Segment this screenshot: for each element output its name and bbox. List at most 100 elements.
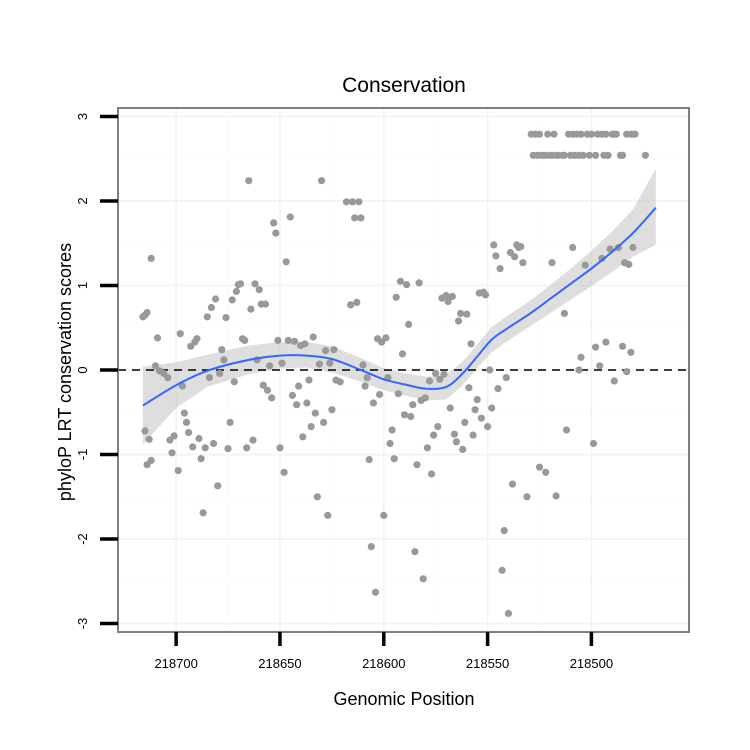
data-point [641, 151, 650, 159]
data-point [569, 243, 577, 252]
data-point [284, 336, 292, 344]
data-point [276, 444, 284, 452]
data-point [548, 259, 556, 267]
data-point [342, 198, 350, 206]
chart-title: Conservation [342, 74, 466, 97]
data-point [365, 456, 373, 464]
data-point [259, 381, 267, 389]
data-point [222, 314, 230, 322]
data-point [452, 438, 460, 446]
y-tick-label: -1 [75, 449, 90, 461]
data-point [315, 360, 323, 368]
data-point [185, 428, 193, 437]
data-point [388, 426, 396, 434]
data-point [631, 130, 639, 138]
y-tick-label: 2 [75, 197, 90, 204]
data-point [425, 377, 434, 385]
data-point [496, 265, 504, 273]
data-point [619, 151, 627, 159]
data-point [469, 431, 477, 439]
data-point [508, 480, 517, 488]
data-point [535, 130, 544, 138]
data-point [143, 308, 151, 317]
data-point [407, 412, 415, 421]
smooth-curve [142, 207, 657, 407]
data-point [560, 151, 569, 159]
data-point [224, 445, 232, 453]
data-point [581, 261, 589, 269]
data-point [434, 423, 442, 431]
data-point [623, 368, 631, 376]
data-point [320, 418, 328, 426]
data-point [361, 382, 369, 390]
x-tick-label: 218700 [154, 656, 197, 671]
data-point [577, 130, 585, 138]
data-point [347, 301, 355, 309]
data-point [473, 396, 481, 404]
data-point [278, 359, 286, 367]
data-point [587, 130, 596, 138]
data-point [523, 493, 531, 501]
data-point [201, 444, 209, 452]
x-tick-label: 218500 [570, 656, 613, 671]
data-point [471, 406, 479, 414]
data-point [382, 334, 390, 342]
data-point [249, 436, 257, 444]
data-point [403, 281, 411, 289]
data-point [313, 493, 321, 501]
data-point [351, 214, 359, 222]
data-point [440, 370, 448, 378]
data-point [272, 229, 280, 237]
data-point [390, 455, 398, 463]
data-point [290, 337, 299, 345]
data-point [560, 309, 569, 317]
data-point [446, 404, 454, 412]
data-point [494, 385, 502, 393]
data-points [139, 130, 650, 618]
data-point [232, 287, 240, 295]
data-point [550, 130, 558, 138]
data-point [282, 258, 290, 266]
data-point [492, 252, 500, 260]
data-point [307, 423, 315, 431]
y-tick-label: 0 [75, 366, 90, 373]
data-point [376, 390, 384, 399]
data-point [562, 426, 571, 434]
data-point [164, 374, 172, 382]
data-point [542, 468, 550, 476]
data-point [145, 435, 153, 443]
data-point [481, 291, 490, 299]
data-point [295, 382, 303, 390]
data-point [419, 575, 427, 583]
data-point [147, 456, 155, 464]
data-point [598, 254, 606, 262]
data-point [465, 384, 473, 392]
data-point [392, 293, 400, 301]
data-point [268, 394, 276, 402]
data-point [535, 463, 544, 471]
data-point [326, 359, 334, 367]
data-point [625, 260, 633, 268]
data-point [311, 409, 319, 417]
data-point [305, 376, 313, 384]
data-point [209, 439, 218, 448]
y-axis-title: phyloP LRT conservation scores [55, 243, 75, 501]
y-tick-label: -2 [75, 533, 90, 545]
data-point [195, 434, 203, 443]
data-point [330, 346, 338, 354]
data-point [610, 377, 618, 385]
data-point [602, 338, 610, 346]
data-point [301, 340, 309, 348]
data-point [396, 277, 404, 285]
data-point [380, 511, 388, 519]
data-point [182, 418, 191, 426]
data-point [629, 243, 637, 252]
data-point [266, 362, 274, 370]
confidence-band [142, 168, 656, 445]
data-point [488, 404, 496, 412]
data-point [510, 253, 519, 261]
data-point [263, 386, 272, 394]
data-point [328, 406, 336, 414]
data-point [604, 151, 612, 159]
data-point [228, 296, 236, 304]
